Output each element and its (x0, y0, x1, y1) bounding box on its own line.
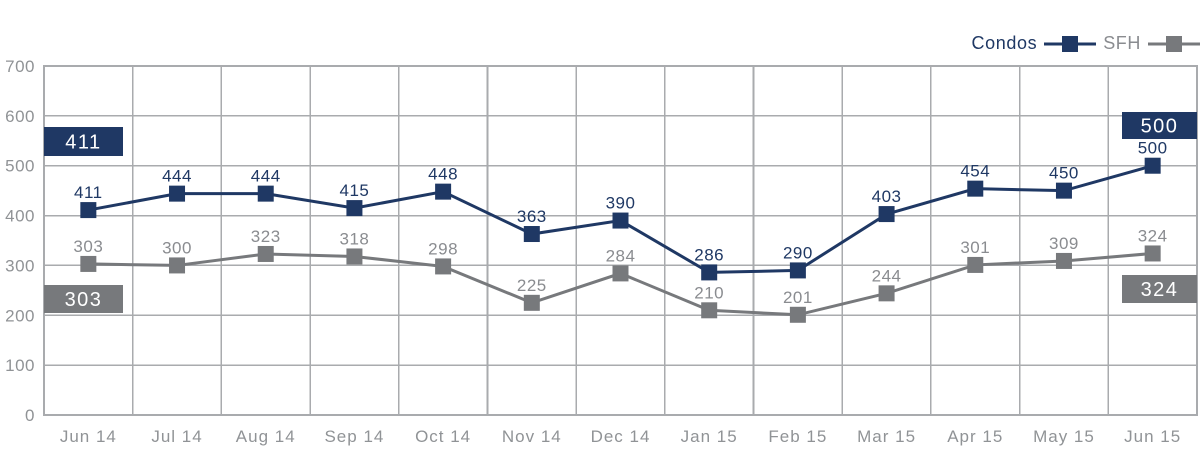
sfh-line-marker-icon (1148, 35, 1200, 52)
sfh-marker (1055, 252, 1072, 269)
y-tick-label: 100 (5, 356, 35, 375)
sfh-data-label: 301 (960, 238, 990, 257)
sfh-marker (701, 302, 718, 319)
condos-data-label: 290 (783, 243, 813, 262)
condos-data-label: 450 (1049, 164, 1079, 183)
sfh-data-label: 300 (162, 238, 192, 257)
sfh-data-label: 210 (694, 283, 724, 302)
x-tick-label: Dec 14 (591, 427, 651, 446)
sfh-marker (80, 255, 97, 272)
sfh-marker (967, 256, 984, 273)
y-tick-label: 400 (5, 207, 35, 226)
condos-data-label: 448 (428, 165, 458, 184)
sfh-marker (523, 294, 540, 311)
legend-label-condos: Condos (971, 33, 1038, 53)
sfh-data-label: 303 (73, 237, 103, 256)
x-tick-label: Sep 14 (324, 427, 384, 446)
condos-data-label: 444 (251, 167, 281, 186)
sfh-marker (346, 248, 363, 265)
sfh-data-label: 201 (783, 288, 813, 307)
x-tick-label: Jan 15 (681, 427, 738, 446)
sfh-data-label: 298 (428, 239, 458, 258)
sfh-marker (435, 258, 452, 275)
x-tick-label: Jul 14 (151, 427, 202, 446)
condos-marker (1144, 157, 1161, 174)
sfh-marker (169, 257, 186, 274)
condos-marker (612, 212, 629, 229)
condos-data-label: 390 (606, 194, 636, 213)
x-tick-label: Mar 15 (857, 427, 916, 446)
x-tick-label: May 15 (1033, 427, 1095, 446)
x-tick-label: Oct 14 (415, 427, 471, 446)
condos-callout-label: 411 (65, 132, 101, 154)
condos-marker (523, 226, 540, 243)
condos-marker (701, 264, 718, 281)
sfh-data-label: 284 (606, 246, 636, 265)
sfh-marker (1144, 245, 1161, 262)
sfh-data-label: 318 (339, 229, 369, 248)
sfh-data-label: 324 (1138, 226, 1168, 245)
condos-line-marker-icon (1044, 35, 1097, 52)
sfh-marker (612, 265, 629, 282)
x-tick-label: Feb 15 (768, 427, 827, 446)
plot-border (43, 65, 1198, 416)
condos-data-label: 286 (694, 245, 724, 264)
condos-marker (169, 185, 186, 202)
x-tick-label: Aug 14 (236, 427, 296, 446)
y-tick-label: 700 (5, 57, 35, 76)
x-tick-label: Jun 15 (1124, 427, 1181, 446)
sfh-marker (789, 306, 806, 323)
condos-marker (257, 185, 274, 202)
x-tick-label: Nov 14 (502, 427, 562, 446)
sfh-callout-box (44, 285, 123, 313)
condos-data-label: 444 (162, 167, 192, 186)
y-tick-label: 300 (5, 256, 35, 275)
condos-data-label: 411 (74, 183, 103, 202)
sfh-callout-label: 324 (1141, 279, 1179, 301)
condos-data-label: 363 (517, 207, 547, 226)
sfh-data-label: 244 (872, 266, 902, 285)
y-tick-label: 500 (5, 157, 35, 176)
condos-marker (967, 180, 984, 197)
sfh-data-label: 309 (1049, 234, 1079, 253)
condos-marker (435, 183, 452, 200)
sfh-callout-label: 303 (65, 289, 103, 311)
condos-callout-label: 500 (1141, 116, 1179, 138)
condos-marker (80, 202, 97, 219)
condos-marker (789, 262, 806, 279)
legend-label-sfh: SFH (1103, 33, 1141, 53)
sfh-marker (257, 245, 274, 262)
sfh-callout-box (1122, 275, 1197, 303)
condos-callout-box (1122, 112, 1197, 139)
condos-data-label: 403 (872, 187, 902, 206)
sfh-data-label: 225 (517, 276, 547, 295)
y-tick-label: 0 (25, 406, 35, 425)
condos-marker (1055, 182, 1072, 199)
y-tick-label: 600 (5, 107, 35, 126)
condos-marker (346, 200, 363, 217)
condos-data-label: 415 (339, 181, 369, 200)
x-tick-label: Jun 14 (60, 427, 117, 446)
condos-marker (878, 206, 895, 223)
condos-data-label: 500 (1138, 139, 1168, 158)
y-tick-label: 200 (5, 306, 35, 325)
sfh-data-label: 323 (251, 227, 281, 246)
x-tick-label: Apr 15 (947, 427, 1003, 446)
condos-data-label: 454 (960, 162, 990, 181)
sfh-marker (878, 285, 895, 302)
chart-legend: Condos SFH (972, 33, 1200, 54)
condos-callout-box (44, 127, 123, 156)
